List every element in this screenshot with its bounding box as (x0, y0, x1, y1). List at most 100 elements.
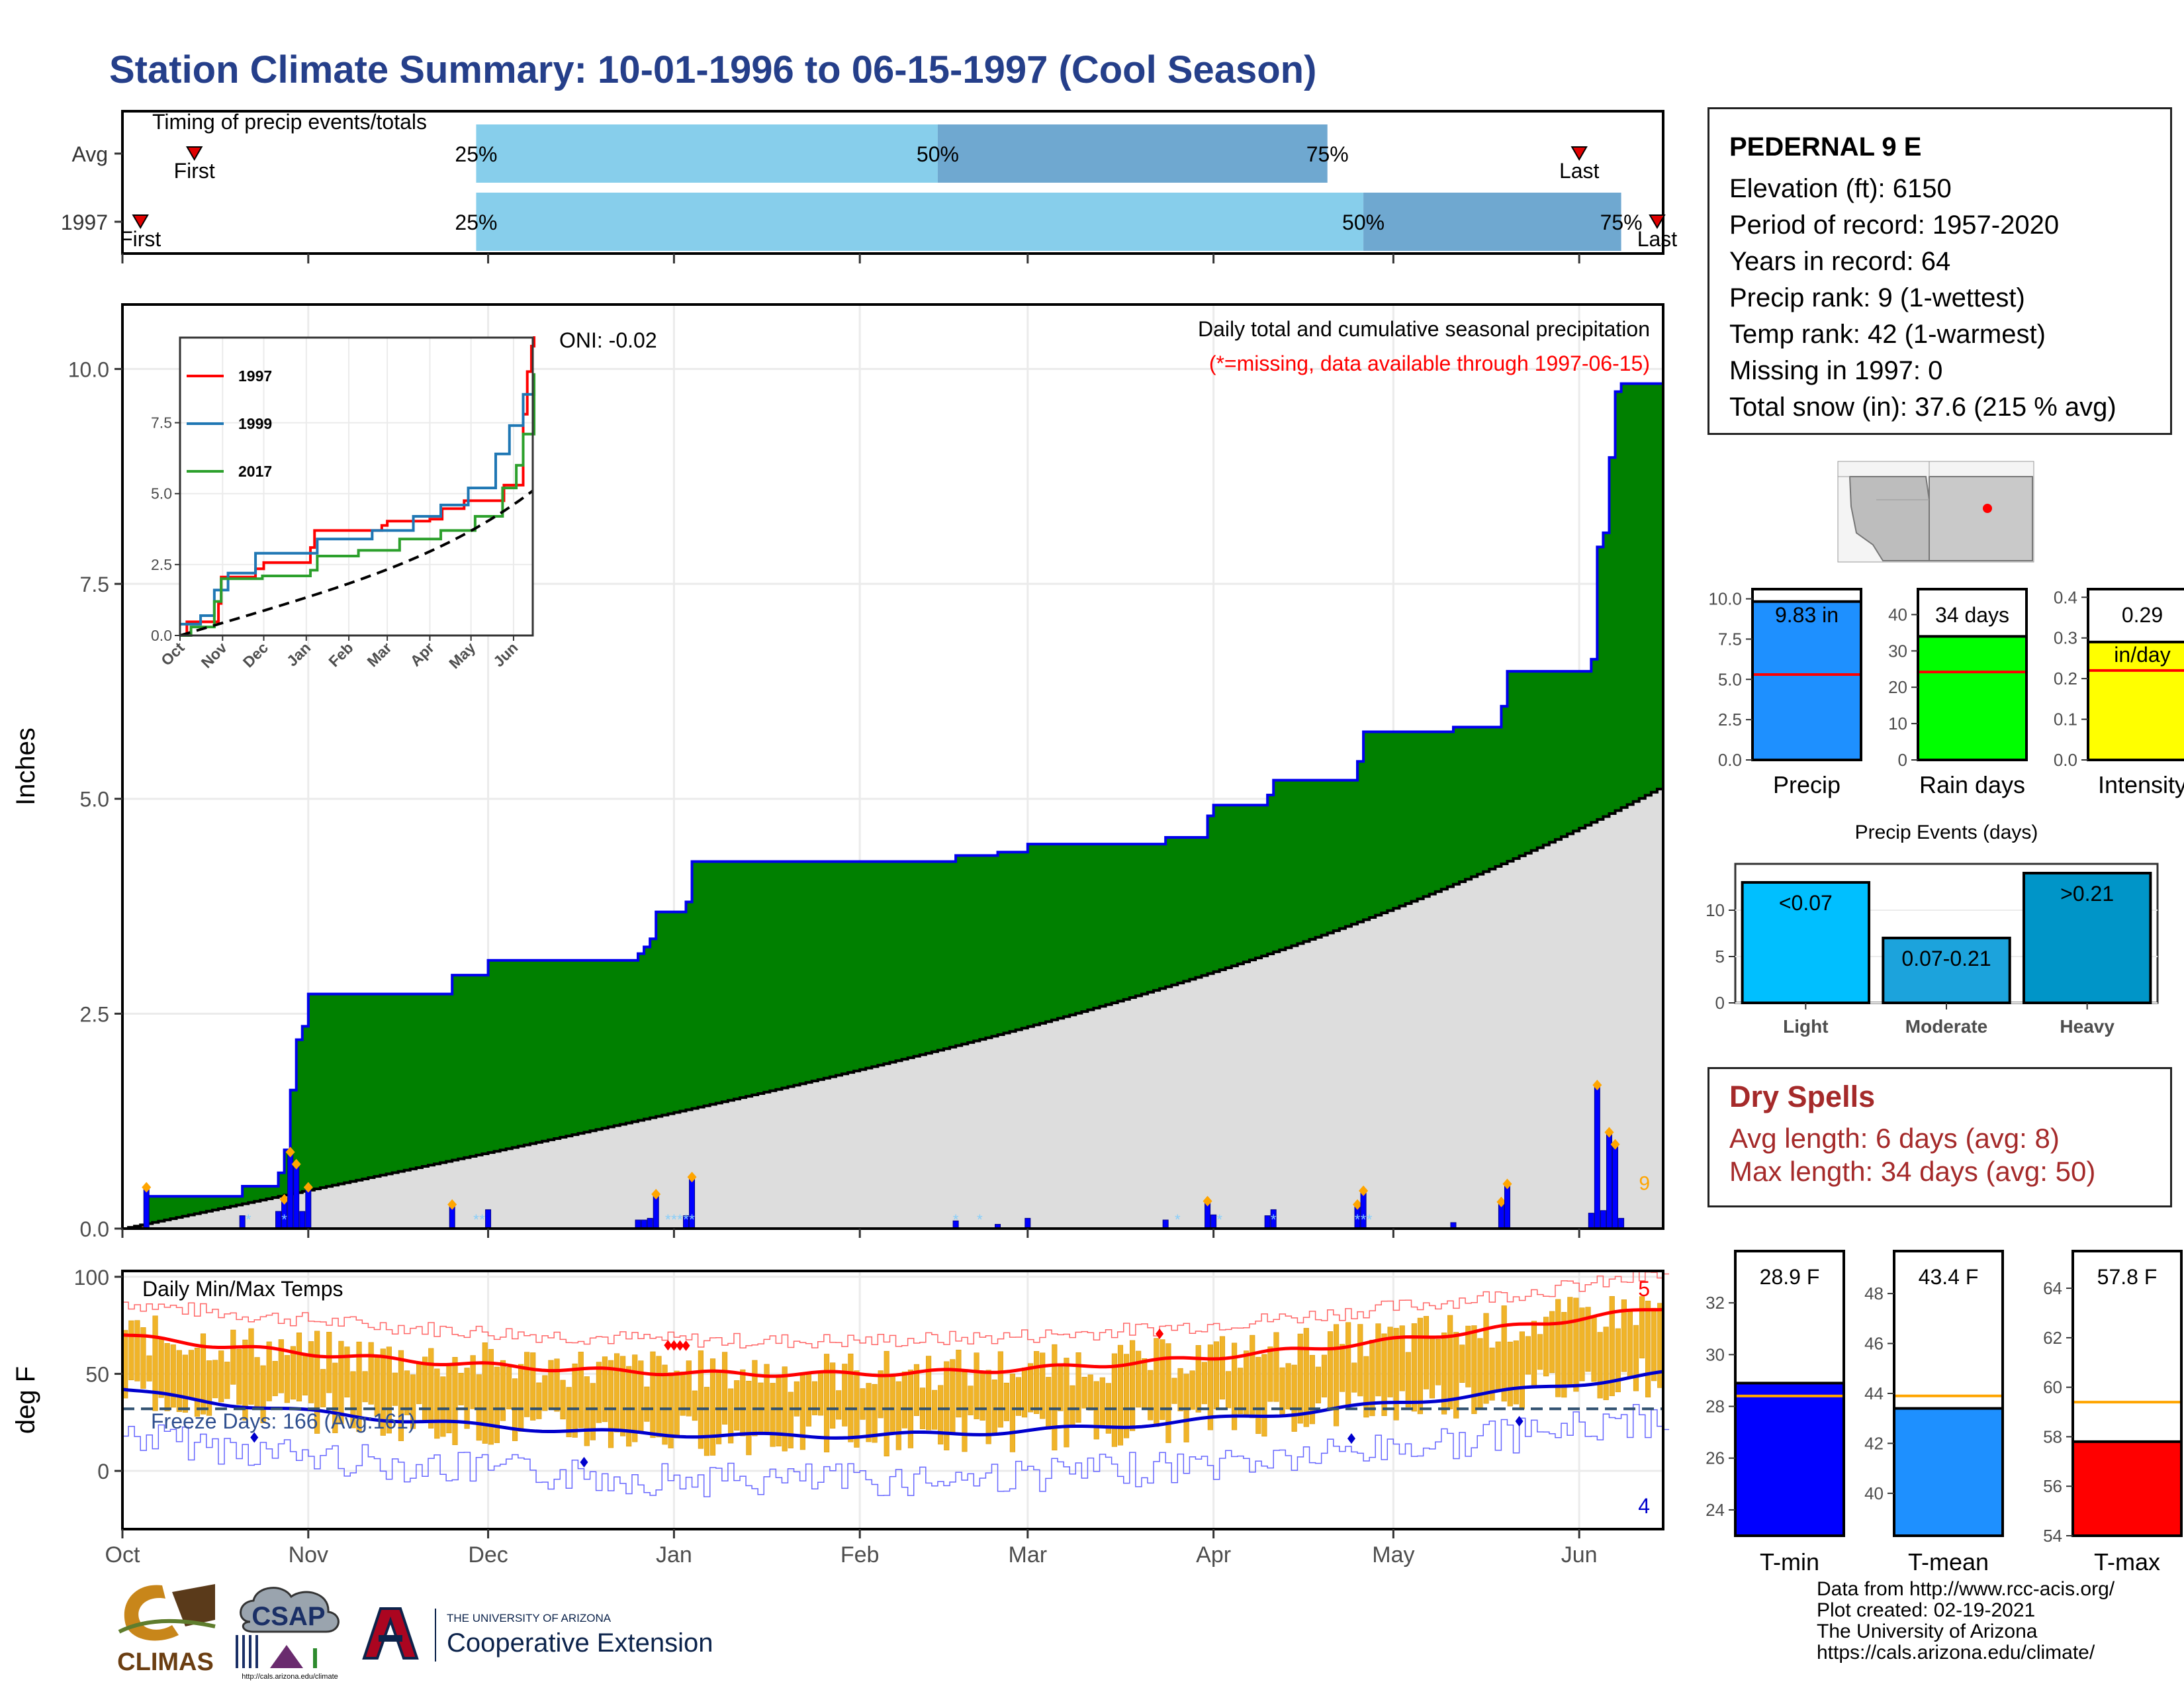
temp-daily-bar (776, 1377, 782, 1447)
precip-above-avg (158, 1196, 165, 1221)
temp-daily-bar (895, 1381, 901, 1450)
temp-daily-bar (254, 1357, 260, 1407)
precip-above-avg (218, 1196, 225, 1209)
events-y-tick-label: 10 (1706, 900, 1725, 920)
precip-above-avg (1639, 383, 1646, 799)
precip-above-avg (1501, 706, 1508, 864)
temp-daily-bar (296, 1333, 302, 1402)
precip-event-marker (1203, 1196, 1212, 1207)
precip-event-marker (291, 1158, 301, 1170)
precip-daily-bar (1024, 1217, 1031, 1229)
precip-above-avg (644, 947, 651, 1119)
precip-above-avg (164, 1196, 171, 1220)
station-line: Temp rank: 42 (1-warmest) (1729, 320, 2046, 349)
precip-event-marker (285, 1147, 295, 1158)
timing-chart: Timing of precip events/totals Avg 25% 50% 7… (61, 110, 1677, 263)
precip-above-avg (1045, 844, 1052, 1022)
precip-above-avg (302, 1026, 309, 1192)
station-location-dot (1983, 504, 1992, 513)
dry-spells-avg: Avg length: 6 days (avg: 8) (1729, 1123, 2060, 1154)
temp-daily-bar (1087, 1374, 1093, 1411)
timing-first-label: First (120, 227, 161, 251)
precip-above-avg (913, 861, 921, 1056)
precip-above-avg (1160, 844, 1166, 989)
temp-daily-bar (1429, 1338, 1435, 1399)
temp-daily-bar (1471, 1325, 1477, 1415)
temp-record-max-line (122, 1271, 1670, 1349)
precip-above-avg (494, 960, 501, 1152)
stat-y-tick-label: 0.1 (2054, 710, 2077, 729)
precip-above-avg (1417, 731, 1424, 899)
temp-daily-bar (1435, 1338, 1441, 1385)
precip-above-avg (1039, 844, 1046, 1023)
temp-daily-bar (386, 1346, 392, 1434)
precip-daily-bar (305, 1187, 312, 1229)
temp-daily-bar (554, 1358, 560, 1412)
temp-chart: 0 50 100 Oct Nov Dec Jan Feb Mar Apr May Jun deg F Da… (11, 1266, 1670, 1568)
precip-above-avg (404, 994, 411, 1170)
temp-daily-bar (452, 1357, 458, 1445)
precip-above-avg (608, 960, 615, 1127)
footer-line: The University of Arizona (1817, 1620, 2038, 1642)
precip-above-avg (907, 861, 915, 1058)
precip-above-avg (1537, 671, 1544, 848)
temp-daily-bar (794, 1381, 799, 1417)
precip-daily-bar (1600, 1210, 1606, 1229)
precip-above-avg (182, 1196, 189, 1217)
precip-above-avg (788, 861, 795, 1087)
precip-above-avg (1009, 852, 1017, 1032)
precip-y-tick-label: 0.0 (80, 1217, 109, 1241)
ua-big-text: Cooperative Extension (447, 1628, 713, 1658)
precip-above-avg (482, 975, 489, 1154)
temp-daily-bar (692, 1390, 698, 1421)
temp-title: Daily Min/Max Temps (142, 1277, 343, 1301)
precip-above-avg (619, 960, 627, 1125)
temp-daily-bar (1028, 1363, 1034, 1413)
precip-above-avg (470, 975, 477, 1156)
precip-above-avg (1561, 671, 1568, 837)
precip-above-avg (1627, 383, 1634, 805)
temp-daily-bar (1405, 1352, 1411, 1408)
precip-above-avg (1273, 780, 1280, 952)
precip-above-avg (320, 994, 327, 1188)
precip-event-marker (687, 1172, 697, 1183)
temp-daily-bar (440, 1376, 446, 1437)
precip-above-avg (578, 960, 585, 1134)
precip-above-avg (901, 861, 909, 1060)
precip-snow-marker: * (473, 1211, 479, 1228)
precip-above-avg (206, 1196, 213, 1211)
temp-daily-bar (1615, 1328, 1621, 1393)
precip-events-chart: Precip Events (days) 0 5 10 <0.07 Light 0.07-0… (1706, 821, 2159, 1037)
precip-above-avg (338, 994, 345, 1184)
temp-daily-bar (1250, 1335, 1255, 1419)
precip-event-marker (1496, 1196, 1506, 1207)
precip-above-avg (1183, 837, 1190, 982)
temp-daily-bar (1267, 1346, 1273, 1402)
temp-x-tick-label: Jan (656, 1542, 692, 1568)
temp-daily-bar (164, 1343, 170, 1411)
temp-daily-bar (752, 1360, 758, 1436)
temp-daily-bar (1340, 1344, 1345, 1392)
temp-daily-bar (1639, 1296, 1645, 1359)
temp-daily-bar (1052, 1344, 1058, 1451)
temp-daily-bar (1315, 1366, 1321, 1403)
precip-above-avg (512, 960, 519, 1148)
stat-y-tick-label: 30 (1888, 641, 1907, 661)
precip-above-avg (1525, 671, 1532, 853)
temp-daily-bar (740, 1369, 746, 1436)
temp-record-max-marker (664, 1340, 672, 1351)
precip-above-avg (997, 852, 1005, 1035)
temp-daily-bar (1423, 1316, 1430, 1389)
stat-bar-t-max (2073, 1441, 2181, 1536)
stat-y-tick-label: 10 (1888, 714, 1907, 733)
timing-p25-label: 25% (455, 211, 497, 234)
precip-above-avg (176, 1196, 183, 1218)
stat-y-tick-label: 30 (1706, 1344, 1725, 1364)
temp-daily-bar (668, 1372, 674, 1448)
precip-above-avg (1483, 727, 1490, 872)
precip-above-avg (1519, 671, 1526, 856)
temp-daily-bar (1273, 1332, 1279, 1402)
precip-snow-marker: * (1355, 1211, 1361, 1228)
temp-daily-bar (500, 1360, 506, 1421)
temp-daily-bar (1645, 1301, 1651, 1397)
